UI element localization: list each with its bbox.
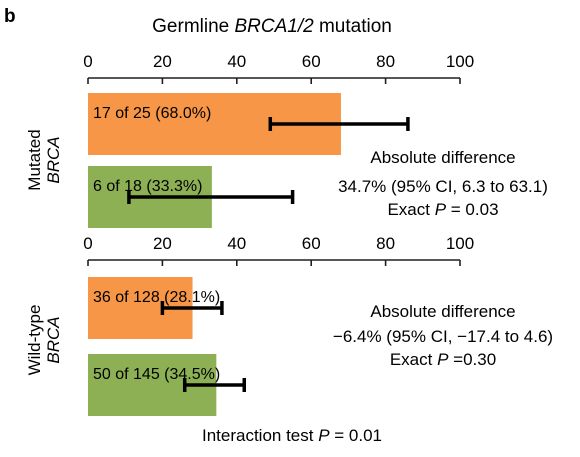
error-bar [268,117,410,131]
x-tick-label: 100 [446,234,474,253]
x-tick-label: 100 [446,52,474,71]
chart-title-suffix: mutation [314,16,392,37]
bar-data-label: 17 of 25 (68.0%) [93,105,211,122]
group-label-gene: BRCA [44,316,63,363]
interaction-test-label: Interaction test P = 0.01 [202,426,382,445]
x-tick-label: 80 [376,234,395,253]
interaction-test-p: P [318,426,330,445]
x-tick-label: 40 [227,52,246,71]
panel-2: 0 20 40 60 80 100 36 of 128 (28.1%) 50 of 145 (… [25,234,553,416]
annotation-p-value-number: =0.30 [448,350,496,369]
annotation-p-symbol: P [435,200,447,219]
annotation-p-prefix: Exact [390,350,437,369]
group-label-gene: BRCA [44,136,63,183]
chart-title-gene: BRCA1/2 [235,16,315,37]
x-tick-label: 0 [83,234,92,253]
chart-title-prefix: Germline [152,16,234,37]
group-label: Wild-typeBRCA [25,305,63,376]
annotation-heading: Absolute difference [370,302,515,321]
annotation-ci: −6.4% (95% CI, −17.4 to 4.6) [333,327,553,346]
bar-data-label: 50 of 145 (34.5%) [93,366,220,383]
annotation-p-prefix: Exact [387,200,434,219]
error-bar [160,301,224,315]
error-bar [127,190,295,204]
annotation-p-value: Exact P =0.30 [390,350,496,369]
group-label: MutatedBRCA [25,129,63,190]
annotation-p-value: Exact P = 0.03 [387,200,498,219]
x-tick-label: 20 [153,52,172,71]
x-tick-label: 80 [376,52,395,71]
chart-title: Germline BRCA1/2 mutation [152,16,392,37]
chart-panels: 0 20 40 60 80 100 17 of 25 (68.0%) 6 of 18 (33.… [25,52,553,416]
annotation-ci: 34.7% (95% CI, 6.3 to 63.1) [338,177,548,196]
x-tick-label: 60 [302,52,321,71]
x-tick-label: 0 [83,52,92,71]
group-label-line1: Wild-type [25,305,44,376]
bar-data-label: 36 of 128 (28.1%) [93,289,220,306]
annotation-p-value-number: = 0.03 [446,200,498,219]
annotation-p-symbol: P [437,350,449,369]
panel-1: 0 20 40 60 80 100 17 of 25 (68.0%) 6 of 18 (33.… [25,52,548,228]
x-tick-label: 40 [227,234,246,253]
interaction-test-prefix: Interaction test [202,426,318,445]
error-bar [182,378,246,392]
annotation-heading: Absolute difference [370,148,515,167]
x-tick-label: 20 [153,234,172,253]
panel-letter: b [4,6,16,27]
bar-data-label: 6 of 18 (33.3%) [93,178,202,195]
group-label-line1: Mutated [25,129,44,190]
x-tick-label: 60 [302,234,321,253]
interaction-test-suffix: = 0.01 [330,426,382,445]
